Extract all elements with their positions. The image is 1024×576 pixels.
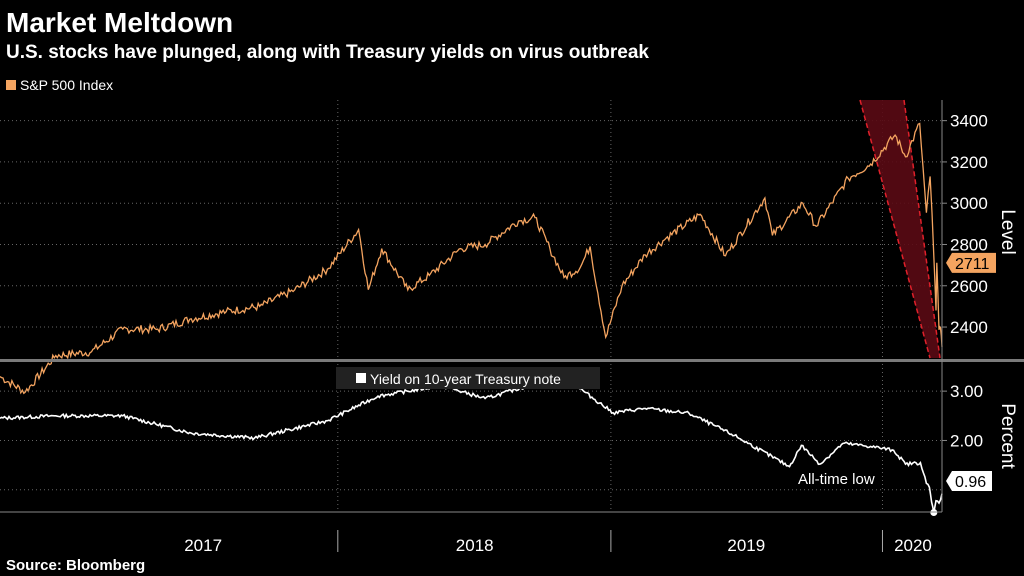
sp500-last-value: 2711 xyxy=(955,256,990,273)
decline-channel xyxy=(860,100,940,358)
chart-title: Market Meltdown xyxy=(6,7,233,38)
year-label-2019: 2019 xyxy=(727,536,765,555)
percent-axis-title: Percent xyxy=(997,403,1018,469)
level-tick-3000: 3000 xyxy=(950,194,988,213)
percent-tick-1: 3.00 xyxy=(950,382,983,401)
level-tick-labels: 2400 2600 2800 3000 3200 3400 xyxy=(942,112,988,337)
year-label-2020: 2020 xyxy=(894,536,932,555)
sp500-legend-swatch xyxy=(6,80,16,90)
yield-legend: Yield on 10-year Treasury note xyxy=(370,371,561,387)
yield-legend-swatch xyxy=(356,373,366,383)
panel-separator xyxy=(0,359,1024,362)
level-tick-2800: 2800 xyxy=(950,235,988,254)
yield-last-value: 0.96 xyxy=(955,474,986,491)
yield-series-line xyxy=(0,377,943,513)
sp500-last-value-tag: 2711 xyxy=(946,252,996,273)
level-tick-2400: 2400 xyxy=(950,318,988,337)
chart-subtitle: U.S. stocks have plunged, along with Tre… xyxy=(6,42,649,63)
yield-legend-box xyxy=(336,367,600,389)
percent-tick-0: 2.00 xyxy=(950,431,983,450)
sp500-series-line xyxy=(0,122,943,395)
year-tick-marks xyxy=(337,530,883,552)
year-labels: 2017 2018 2019 2020 xyxy=(184,536,932,555)
percent-tick-labels: 2.00 3.00 xyxy=(942,382,983,450)
channel-border-lower xyxy=(903,99,941,359)
year-label-2017: 2017 xyxy=(184,536,222,555)
yield-last-value-tag: 0.96 xyxy=(946,471,992,491)
level-tick-2600: 2600 xyxy=(950,277,988,296)
upper-gridlines xyxy=(0,100,942,358)
source-note: Source: Bloomberg xyxy=(6,557,145,574)
level-axis-title: Level xyxy=(997,209,1018,254)
channel-border-upper xyxy=(859,99,931,359)
level-tick-3200: 3200 xyxy=(950,153,988,172)
year-label-2018: 2018 xyxy=(456,536,494,555)
sp500-legend: S&P 500 Index xyxy=(20,77,113,93)
all-time-low-annotation: All-time low xyxy=(798,471,875,488)
level-tick-3400: 3400 xyxy=(950,112,988,131)
